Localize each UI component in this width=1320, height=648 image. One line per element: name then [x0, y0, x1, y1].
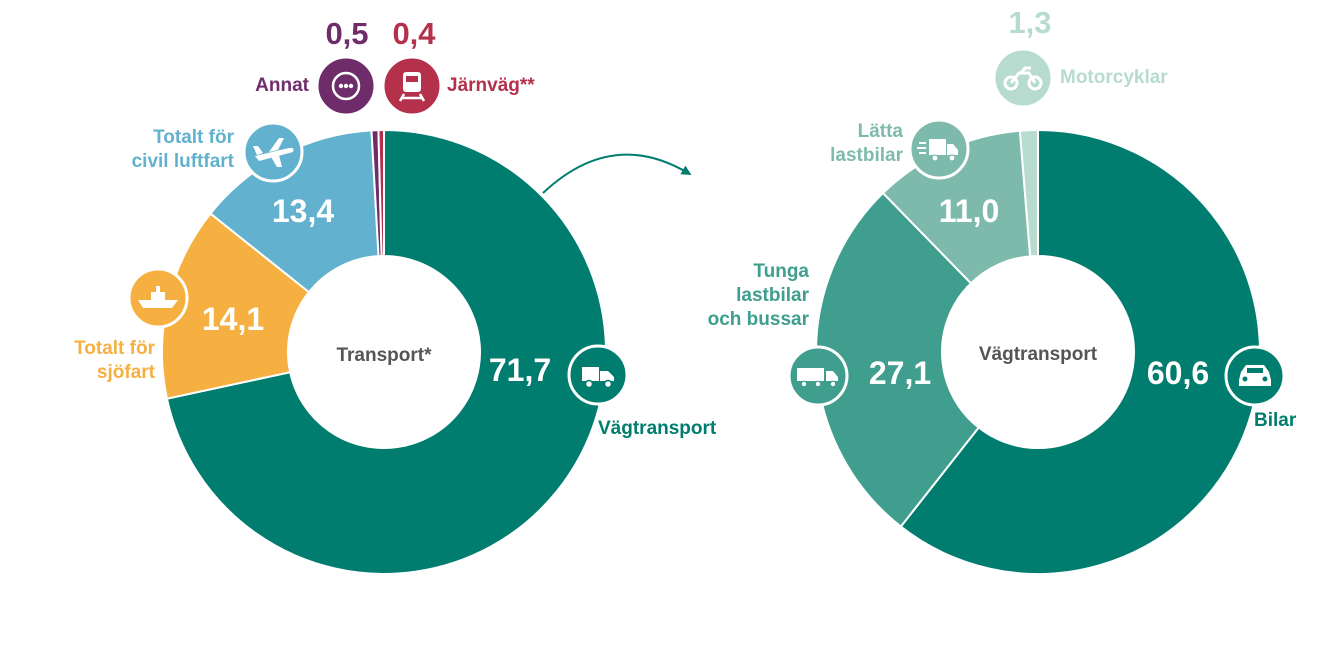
value-label-vagtransport: 71,7	[489, 352, 551, 388]
slice-totalt-for-sjofart	[161, 212, 311, 400]
category-label-luftfart-line2: civil luftfart	[132, 151, 235, 172]
category-label-tunga-line2: lastbilar	[736, 285, 809, 306]
category-label-latta-line2: lastbilar	[830, 145, 903, 166]
category-label-tunga-line1: Tunga	[753, 261, 809, 282]
semi-truck-icon	[787, 345, 849, 407]
category-label-luftfart-line1: Totalt för	[153, 127, 235, 148]
slice-totalt-for-civil-luftfart	[209, 129, 380, 294]
slice-vagtransport	[165, 128, 607, 575]
category-label-annat: Annat	[255, 75, 310, 96]
value-label-latta: 11,0	[939, 193, 1000, 229]
more-icon	[315, 55, 377, 117]
category-label-motorcyklar: Motorcyklar	[1060, 67, 1168, 88]
center-label-transport: Transport*	[336, 345, 432, 366]
car-icon	[1224, 345, 1286, 407]
category-label-latta-line1: Lätta	[858, 121, 904, 142]
center-label-road: Vägtransport	[979, 344, 1098, 365]
truck-icon	[567, 344, 629, 406]
slice-motorcyklar	[1018, 128, 1039, 258]
value-label-luftfart: 13,4	[272, 193, 334, 229]
slice-bilar	[899, 128, 1261, 575]
value-label-annat: 0,5	[325, 16, 368, 51]
category-label-vagtransport: Vägtransport	[598, 418, 717, 439]
airplane-icon	[242, 121, 304, 183]
category-label-sjofart-line1: Totalt för	[74, 338, 156, 359]
slice-jarnvag	[377, 128, 385, 258]
train-icon	[381, 55, 443, 117]
category-label-bilar: Bilar	[1254, 410, 1297, 431]
motorcycle-icon	[992, 47, 1054, 109]
van-icon	[908, 118, 970, 180]
value-label-sjofart: 14,1	[202, 301, 264, 337]
slice-tunga-lastbilar-och-bussar	[815, 191, 981, 528]
value-label-tunga: 27,1	[869, 355, 931, 391]
value-label-bilar: 60,6	[1147, 355, 1209, 391]
category-label-sjofart-line2: sjöfart	[97, 362, 156, 383]
category-label-jarnvag: Järnväg**	[447, 75, 535, 96]
category-label-tunga-line3: och bussar	[708, 309, 810, 330]
connector-arrow	[542, 153, 692, 194]
ship-icon	[127, 267, 189, 329]
transport-donut	[161, 128, 607, 575]
value-label-jarnvag: 0,4	[392, 16, 436, 51]
road-transport-donut	[815, 128, 1261, 575]
value-label-motorcyklar: 1,3	[1008, 5, 1051, 40]
